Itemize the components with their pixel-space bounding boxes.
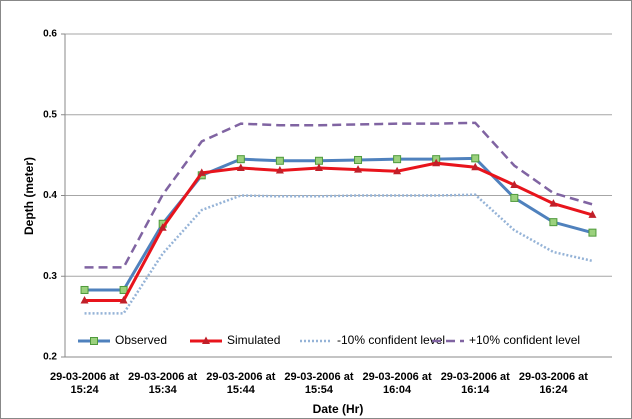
marker bbox=[432, 158, 441, 167]
marker bbox=[354, 165, 363, 173]
marker bbox=[158, 223, 167, 231]
legend-label: Observed bbox=[115, 333, 167, 347]
y-tick-label: 0.4 bbox=[43, 190, 57, 201]
legend-marker bbox=[202, 336, 210, 344]
series-line bbox=[84, 193, 593, 315]
x-tick-label: 29-03-2006 at 15:44 bbox=[206, 371, 276, 396]
marker bbox=[471, 154, 480, 163]
marker bbox=[549, 218, 558, 227]
marker bbox=[588, 210, 597, 218]
marker bbox=[275, 156, 284, 165]
marker bbox=[119, 295, 128, 304]
x-tick-label: 29-03-2006 at 15:54 bbox=[284, 371, 354, 396]
marker bbox=[393, 155, 402, 164]
series-line bbox=[84, 156, 593, 292]
y-tick-label: 0.6 bbox=[43, 29, 57, 40]
marker bbox=[588, 228, 597, 237]
marker bbox=[197, 168, 206, 176]
legend-label: -10% confident level bbox=[337, 333, 445, 347]
y-tick-label: 0.2 bbox=[43, 352, 57, 363]
marker bbox=[236, 155, 245, 164]
x-tick-label: 29-03-2006 at 16:14 bbox=[440, 371, 510, 396]
x-axis-title: Date (Hr) bbox=[313, 402, 364, 416]
marker bbox=[236, 163, 245, 172]
series-line bbox=[84, 161, 593, 302]
y-tick-label: 0.5 bbox=[43, 109, 57, 120]
marker bbox=[314, 163, 323, 172]
marker bbox=[471, 162, 480, 171]
x-tick-label: 29-03-2006 at 15:24 bbox=[49, 371, 120, 396]
marker bbox=[393, 166, 402, 175]
x-tick-label: 29-03-2006 at 16:24 bbox=[518, 371, 588, 396]
x-tick-label: 29-03-2006 at 16:04 bbox=[362, 371, 432, 396]
legend-label: Simulated bbox=[227, 333, 280, 347]
series-line bbox=[84, 121, 593, 269]
marker bbox=[80, 295, 89, 304]
marker bbox=[80, 285, 89, 294]
marker bbox=[549, 199, 558, 207]
marker bbox=[354, 155, 363, 164]
x-tick-label: 29-03-2006 at 15:34 bbox=[128, 371, 198, 396]
legend-label: +10% confident level bbox=[469, 333, 580, 347]
marker bbox=[275, 165, 284, 174]
marker bbox=[314, 156, 323, 165]
marker bbox=[510, 180, 519, 189]
legend-marker bbox=[90, 337, 98, 345]
y-axis-title: Depth (meter) bbox=[22, 157, 36, 235]
y-tick-label: 0.3 bbox=[43, 271, 57, 282]
marker bbox=[119, 285, 128, 294]
marker bbox=[510, 193, 519, 202]
